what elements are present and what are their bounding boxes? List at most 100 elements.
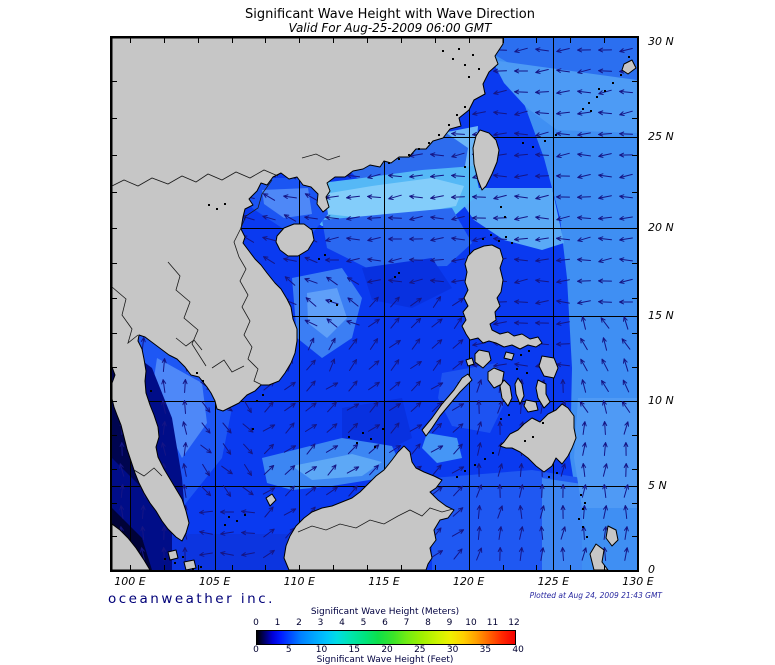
wave-arrow bbox=[579, 401, 589, 413]
wave-arrow bbox=[556, 299, 570, 304]
landmass-negros bbox=[499, 379, 513, 407]
wave-arrow bbox=[497, 547, 503, 561]
island-speck bbox=[612, 82, 614, 84]
wave-arrow bbox=[556, 48, 570, 53]
landmass-leyte bbox=[535, 379, 551, 409]
island-speck bbox=[490, 234, 492, 236]
wave-arrow bbox=[199, 530, 213, 535]
island-speck bbox=[520, 354, 522, 356]
island-speck bbox=[582, 508, 584, 510]
island-speck bbox=[524, 440, 526, 442]
colorbar-meters-tick-1: 1 bbox=[274, 618, 281, 628]
island-speck bbox=[584, 502, 586, 504]
wave-arrow bbox=[556, 110, 570, 116]
colorbar-feet-tick-40: 40 bbox=[512, 645, 524, 655]
wave-arrow bbox=[325, 382, 339, 390]
wave-arrow bbox=[497, 421, 503, 435]
wave-arrow bbox=[329, 358, 336, 372]
wave-arrow bbox=[624, 526, 629, 540]
wave-arrow bbox=[598, 68, 612, 74]
island-speck bbox=[182, 556, 184, 558]
wave-arrow bbox=[242, 486, 254, 496]
colorbar-meters-tick-6: 6 bbox=[382, 618, 388, 628]
wave-arrow bbox=[619, 237, 633, 242]
lat-label-20n: 20 N bbox=[648, 220, 674, 234]
country-borders bbox=[111, 153, 454, 533]
wave-arrow bbox=[346, 319, 360, 326]
wave-arrow bbox=[598, 153, 612, 158]
wave-arrow bbox=[161, 358, 167, 372]
wave-arrow bbox=[306, 443, 316, 455]
island-speck bbox=[598, 88, 600, 90]
wave-arrow bbox=[451, 194, 465, 200]
island-speck bbox=[252, 428, 254, 430]
wave-arrow bbox=[577, 174, 591, 179]
lon-label-105e: 105 E bbox=[198, 575, 231, 588]
wave-arrow bbox=[283, 508, 297, 516]
wave-arrow bbox=[347, 422, 359, 434]
wave-arrow bbox=[476, 484, 483, 498]
island-speck bbox=[330, 300, 332, 302]
island-speck bbox=[482, 238, 484, 240]
wave-arrow bbox=[493, 110, 507, 116]
wave-arrow bbox=[409, 174, 423, 179]
wave-arrow bbox=[582, 421, 587, 435]
island-speck bbox=[398, 158, 400, 160]
wave-arrow bbox=[560, 379, 566, 393]
island-speck bbox=[370, 438, 372, 440]
wave-arrow bbox=[410, 402, 422, 412]
wave-arrow bbox=[369, 464, 379, 476]
island-speck bbox=[604, 90, 606, 92]
wave-arrow bbox=[514, 278, 528, 284]
wave-arrow bbox=[452, 507, 464, 517]
wave-arrow bbox=[220, 531, 234, 536]
island-speck bbox=[555, 134, 557, 136]
wave-arrow bbox=[430, 445, 444, 453]
wave-arrow bbox=[535, 237, 549, 242]
wave-arrow bbox=[493, 68, 507, 74]
wave-arrow bbox=[577, 278, 591, 284]
small-island-specks bbox=[150, 48, 630, 570]
wave-arrow bbox=[493, 236, 507, 242]
wave-arrow bbox=[432, 464, 442, 476]
wave-arrow bbox=[514, 362, 528, 367]
landmass-masbate bbox=[503, 351, 515, 361]
island-speck bbox=[448, 124, 450, 126]
landmass-busuanga bbox=[465, 357, 475, 367]
wave-arrow bbox=[161, 421, 167, 435]
island-speck bbox=[578, 518, 580, 520]
wave-arrow bbox=[476, 379, 483, 393]
island-speck bbox=[620, 74, 622, 76]
wave-arrow bbox=[598, 195, 612, 200]
wave-arrow bbox=[119, 505, 124, 519]
chart-title: Significant Wave Height with Wave Direct… bbox=[245, 7, 535, 22]
wave-arrow bbox=[367, 173, 381, 179]
wave-arrow bbox=[603, 505, 608, 519]
wave-arrow bbox=[514, 216, 528, 221]
wave-arrow bbox=[304, 277, 318, 284]
wave-arrow bbox=[328, 337, 336, 351]
island-speck bbox=[236, 520, 238, 522]
wave-arrow bbox=[580, 358, 588, 372]
wave-arrow bbox=[244, 400, 252, 414]
island-speck bbox=[542, 422, 544, 424]
wave-arrow bbox=[556, 341, 570, 347]
landmass-riau bbox=[167, 549, 197, 571]
island-speck bbox=[516, 368, 518, 370]
wave-arrow bbox=[619, 173, 633, 179]
wave-arrow bbox=[514, 194, 528, 199]
wave-arrow bbox=[119, 484, 125, 498]
wave-arrow bbox=[493, 194, 507, 200]
wave-arrow bbox=[390, 422, 400, 434]
wave-arrow bbox=[347, 297, 359, 307]
wave-arrow bbox=[119, 442, 125, 456]
lat-label-10n: 10 N bbox=[648, 394, 674, 408]
wave-arrow bbox=[621, 338, 631, 350]
wave-arrow bbox=[514, 257, 528, 263]
wave-arrow bbox=[367, 194, 381, 200]
wave-arrow bbox=[535, 300, 549, 305]
wave-arrow bbox=[577, 89, 591, 95]
island-speck bbox=[532, 436, 534, 438]
wave-arrow bbox=[182, 379, 188, 393]
